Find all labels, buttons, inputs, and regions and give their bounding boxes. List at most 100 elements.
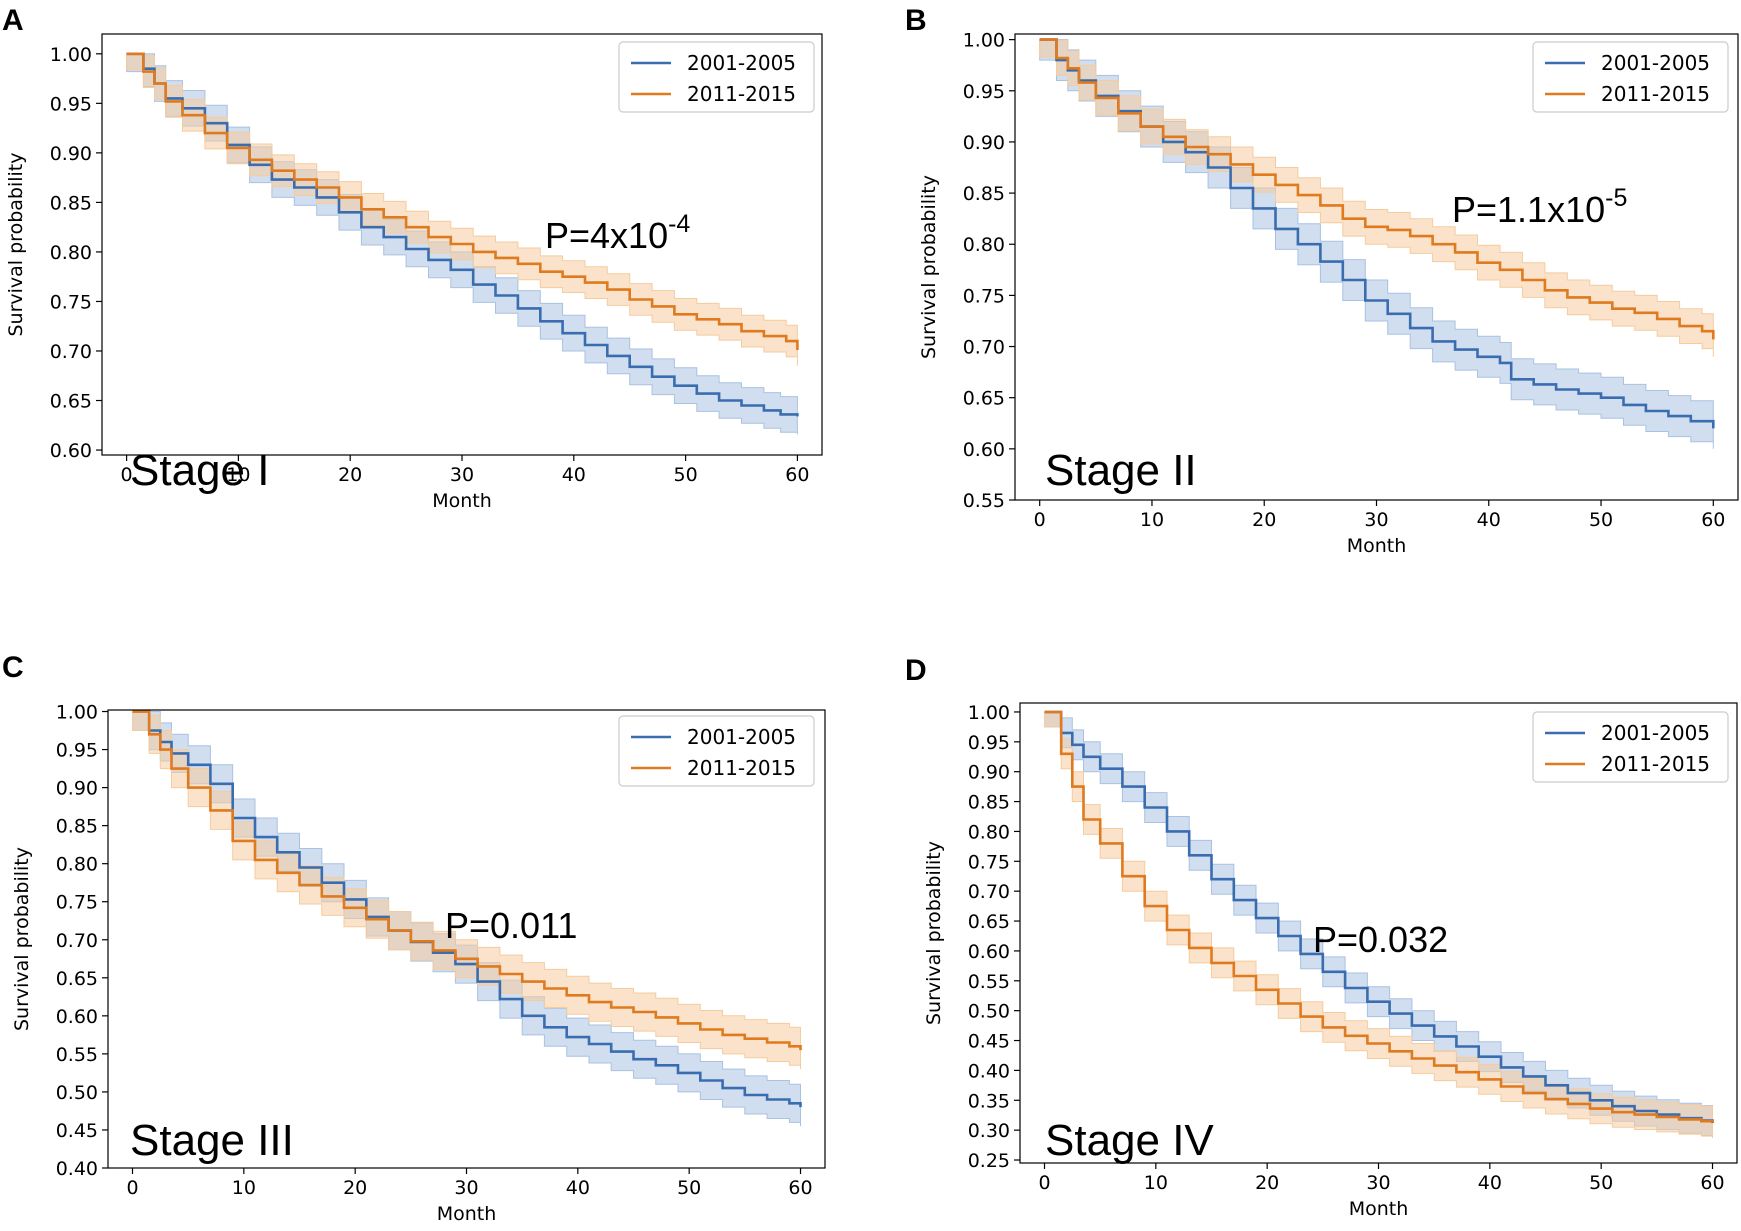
stage-label: Stage I (130, 446, 269, 495)
y-tick-label: 0.45 (56, 1120, 98, 1142)
legend-label: 2001-2005 (1601, 721, 1710, 745)
y-tick-label: 0.50 (968, 1001, 1010, 1023)
x-axis-title: Month (432, 490, 492, 512)
x-tick-label: 60 (785, 464, 809, 486)
x-tick-label: 60 (788, 1177, 812, 1199)
p-value-annotation: P=1.1x10-5 (1452, 184, 1627, 230)
panel-d: D 0 10 20 30 40 50 60 0.25 0.30 0.35 0.40 0.45 0.50 0.… (905, 654, 1738, 1220)
y-tick-label: 0.90 (963, 132, 1005, 154)
y-tick-label: 0.65 (968, 911, 1010, 933)
x-axis-title: Month (1349, 1198, 1409, 1220)
y-tick-label: 0.85 (56, 816, 98, 838)
x-tick-label: 30 (454, 1177, 478, 1199)
x-tick-label: 0 (121, 464, 133, 486)
y-tick-label: 0.95 (50, 93, 92, 115)
x-tick-label: 0 (126, 1177, 138, 1199)
y-tick-label: 0.65 (963, 388, 1005, 410)
x-tick-label: 40 (566, 1177, 590, 1199)
p-value-annotation: P=0.011 (445, 905, 577, 946)
y-axis-title: Survival probability (923, 841, 945, 1025)
y-tick-label: 0.85 (968, 792, 1010, 814)
p-value-base: P=4x10 (545, 215, 668, 256)
p-value-base: P=0.011 (445, 905, 577, 946)
x-tick-label: 20 (1252, 509, 1276, 531)
legend: 2001-2005 2011-2015 (1532, 41, 1729, 113)
y-tick-label: 0.60 (963, 439, 1005, 461)
y-tick-label: 0.90 (968, 762, 1010, 784)
plot-area (1039, 38, 1715, 449)
y-tick-label: 0.40 (968, 1060, 1010, 1082)
y-axis-title: Survival probability (918, 175, 940, 359)
y-tick-label: 1.00 (50, 44, 92, 66)
x-tick-label: 20 (338, 464, 362, 486)
survival-line-2011-2015 (126, 52, 799, 350)
x-tick-label: 60 (1700, 1172, 1724, 1194)
confidence-band-2011-2015 (126, 53, 798, 366)
x-tick-label: 10 (226, 464, 250, 486)
x-tick-label: 20 (1255, 1172, 1279, 1194)
x-tick-label: 20 (343, 1177, 367, 1199)
x-tick-label: 40 (1477, 509, 1501, 531)
panel-a: A 0 10 20 30 40 50 60 0.60 0.65 0.70 0.75 0.80 0.85 0.… (2, 4, 823, 512)
x-tick-label: 50 (674, 464, 698, 486)
y-tick-label: 0.35 (968, 1090, 1010, 1112)
legend: 2001-2005 2011-2015 (618, 41, 815, 113)
legend-label: 2011-2015 (687, 82, 796, 106)
y-tick-label: 0.50 (56, 1082, 98, 1104)
x-tick-label: 50 (677, 1177, 701, 1199)
legend-label: 2001-2005 (687, 51, 796, 75)
y-tick-label: 0.95 (968, 732, 1010, 754)
y-axis-title: Survival probability (11, 847, 33, 1031)
plot-area (126, 52, 799, 435)
p-value-annotation: P=4x10-4 (545, 210, 690, 256)
x-tick-label: 50 (1589, 1172, 1613, 1194)
stage-label: Stage IV (1045, 1116, 1214, 1165)
x-tick-label: 30 (1364, 509, 1388, 531)
plot-area (132, 710, 802, 1127)
x-tick-label: 60 (1701, 509, 1725, 531)
p-value-annotation: P=0.032 (1313, 919, 1448, 960)
y-tick-label: 0.30 (968, 1120, 1010, 1142)
y-tick-label: 0.80 (963, 234, 1005, 256)
panel-c: C 0 10 20 30 40 50 60 0.40 0.45 0.50 0.55 0.60 0.65 0.… (2, 651, 826, 1225)
y-tick-label: 0.60 (56, 1006, 98, 1028)
x-tick-label: 10 (232, 1177, 256, 1199)
survival-line-2011-2015 (1044, 710, 1714, 1123)
y-tick-label: 0.45 (968, 1031, 1010, 1053)
y-tick-label: 0.80 (968, 821, 1010, 843)
y-tick-label: 0.75 (56, 892, 98, 914)
stage-label: Stage III (130, 1116, 294, 1165)
y-tick-label: 1.00 (963, 30, 1005, 52)
stage-label: Stage II (1045, 446, 1197, 495)
legend-label: 2011-2015 (687, 756, 796, 780)
y-tick-label: 0.70 (56, 930, 98, 952)
y-tick-label: 0.70 (963, 337, 1005, 359)
y-tick-label: 0.90 (50, 143, 92, 165)
y-tick-label: 0.60 (968, 941, 1010, 963)
y-tick-label: 1.00 (968, 702, 1010, 724)
legend-label: 2001-2005 (1601, 51, 1710, 75)
x-tick-label: 30 (450, 464, 474, 486)
x-axis-title: Month (437, 1203, 497, 1225)
y-tick-label: 0.75 (963, 285, 1005, 307)
y-tick-label: 0.70 (50, 341, 92, 363)
panel-letter: A (2, 4, 24, 37)
p-value-exponent: -5 (1605, 184, 1627, 212)
legend-label: 2001-2005 (687, 725, 796, 749)
y-tick-label: 0.70 (968, 881, 1010, 903)
p-value-exponent: -4 (668, 210, 690, 238)
x-tick-label: 40 (562, 464, 586, 486)
y-tick-label: 0.65 (50, 391, 92, 413)
y-tick-label: 0.95 (56, 740, 98, 762)
y-tick-label: 0.65 (56, 968, 98, 990)
panel-b: B 0 10 20 30 40 50 60 0.55 0.60 0.65 0.70 0.75 0.80 0.… (905, 4, 1739, 557)
y-tick-label: 0.25 (968, 1150, 1010, 1172)
survival-line-2011-2015 (1039, 38, 1715, 340)
y-tick-label: 0.95 (963, 81, 1005, 103)
panel-letter: C (2, 651, 24, 684)
panel-letter: B (905, 4, 927, 37)
y-tick-label: 0.55 (968, 971, 1010, 993)
confidence-band-2011-2015 (1044, 711, 1713, 1138)
x-tick-label: 30 (1366, 1172, 1390, 1194)
